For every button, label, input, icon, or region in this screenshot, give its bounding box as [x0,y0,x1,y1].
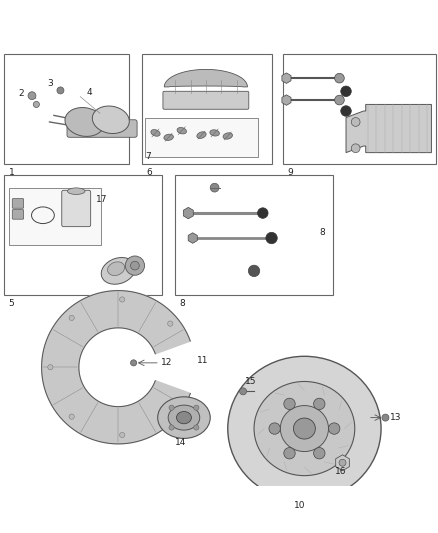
Ellipse shape [108,262,124,276]
Text: 17: 17 [95,195,107,204]
Circle shape [194,425,199,430]
Circle shape [328,423,340,434]
Circle shape [194,405,199,410]
Ellipse shape [197,132,206,139]
Circle shape [69,414,74,419]
Circle shape [125,256,145,275]
Ellipse shape [92,106,129,134]
FancyBboxPatch shape [62,190,91,227]
FancyBboxPatch shape [12,199,24,208]
Ellipse shape [177,127,187,134]
Circle shape [335,95,344,105]
Circle shape [335,74,344,83]
Text: 13: 13 [390,413,401,422]
Circle shape [382,414,389,421]
Text: 6: 6 [147,168,152,177]
Ellipse shape [158,397,210,439]
Circle shape [120,432,125,438]
Ellipse shape [67,188,85,195]
Text: 5: 5 [9,299,14,308]
Circle shape [28,92,36,100]
Text: 10: 10 [294,500,306,510]
Circle shape [48,365,53,370]
Circle shape [351,144,360,152]
Circle shape [266,232,277,244]
Circle shape [168,321,173,326]
Ellipse shape [164,134,173,140]
Circle shape [269,423,280,434]
Text: 8: 8 [180,299,185,308]
Circle shape [314,398,325,409]
Ellipse shape [177,411,191,424]
Ellipse shape [101,257,135,284]
Circle shape [169,405,174,410]
Circle shape [351,118,360,126]
FancyBboxPatch shape [145,118,258,157]
FancyBboxPatch shape [12,209,24,219]
Ellipse shape [223,133,233,139]
Circle shape [339,459,346,466]
Ellipse shape [254,382,355,475]
Circle shape [131,261,139,270]
Text: 9: 9 [287,168,293,177]
Text: 3: 3 [47,79,53,88]
Circle shape [33,101,39,108]
Text: 7: 7 [145,152,151,161]
Polygon shape [164,69,247,87]
Text: 16: 16 [335,467,346,476]
Circle shape [240,388,247,395]
Circle shape [169,425,174,430]
Ellipse shape [293,418,315,439]
Circle shape [284,448,295,459]
Ellipse shape [151,130,160,136]
FancyBboxPatch shape [9,188,101,246]
Polygon shape [42,290,190,444]
Circle shape [57,87,64,94]
Text: 2: 2 [19,89,25,98]
Ellipse shape [168,405,200,430]
Text: 8: 8 [320,228,325,237]
Ellipse shape [65,108,104,136]
Text: 12: 12 [161,358,173,367]
Circle shape [210,183,219,192]
Text: 1: 1 [9,168,14,177]
Circle shape [168,408,173,414]
Polygon shape [346,104,431,152]
Ellipse shape [280,406,328,451]
FancyBboxPatch shape [163,91,249,109]
Circle shape [258,208,268,219]
Text: 14: 14 [175,439,186,447]
Circle shape [248,265,260,277]
FancyBboxPatch shape [67,120,137,138]
Circle shape [131,360,137,366]
Circle shape [284,398,295,409]
Text: 4: 4 [87,87,92,96]
Ellipse shape [228,356,381,501]
Circle shape [341,86,351,96]
Circle shape [314,448,325,459]
Circle shape [341,106,351,116]
Text: 15: 15 [245,377,257,386]
Circle shape [120,297,125,302]
Ellipse shape [210,130,219,136]
Text: 11: 11 [197,356,208,365]
Circle shape [69,315,74,320]
